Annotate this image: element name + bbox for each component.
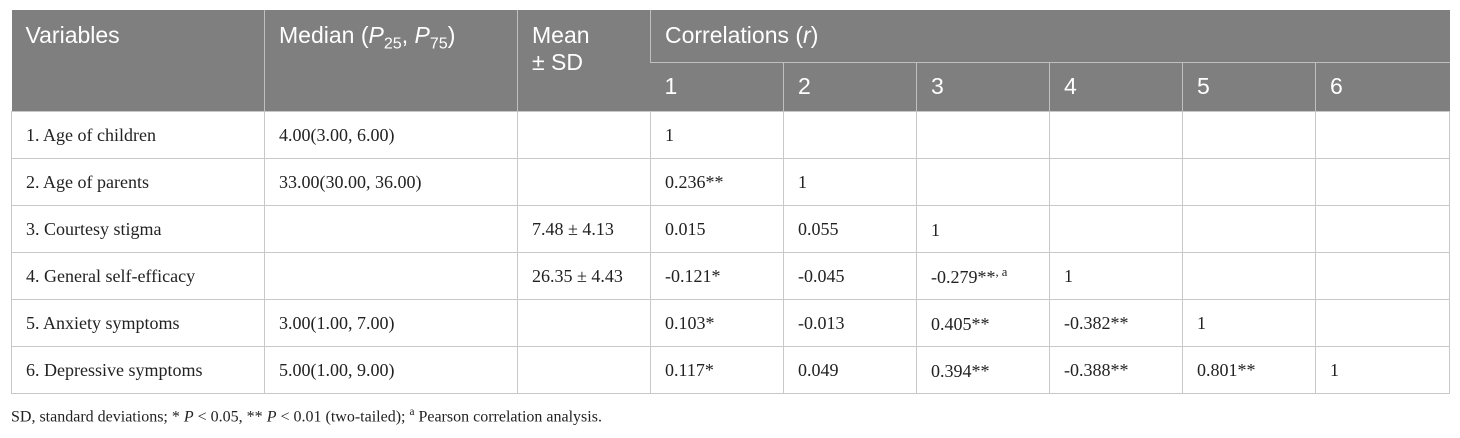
correlation-table: Variables Median (P25, P75) Mean ± SD Cor… (11, 10, 1451, 394)
cell-corr-3: -0.279**, a (916, 252, 1050, 300)
cell-corr-6 (1314, 205, 1451, 253)
cell-corr-5: 1 (1182, 299, 1316, 347)
table-footnote: SD, standard deviations; * P < 0.05, ** … (11, 406, 602, 426)
cell-corr-3: 0.394** (916, 346, 1050, 394)
cell-corr-4: -0.388** (1049, 346, 1183, 394)
cell-corr-2: 1 (783, 158, 917, 206)
cell-corr-6: 1 (1314, 346, 1451, 394)
header-col-1: 1 (650, 62, 784, 112)
cell-corr-2 (783, 111, 917, 159)
cell-mean (517, 111, 651, 159)
cell-median (264, 205, 518, 253)
table-row: 5. Anxiety symptoms 3.00(1.00, 7.00) 0.1… (11, 299, 1451, 347)
cell-corr-6 (1314, 252, 1451, 300)
cell-mean: 7.48 ± 4.13 (517, 205, 651, 253)
cell-variable: 4. General self-efficacy (11, 252, 265, 300)
cell-corr-1: 0.015 (650, 205, 784, 253)
cell-corr-1: 0.236** (650, 158, 784, 206)
cell-mean (517, 158, 651, 206)
cell-corr-5 (1182, 158, 1316, 206)
cell-median (264, 252, 518, 300)
cell-corr-1: 1 (650, 111, 784, 159)
cell-variable: 2. Age of parents (11, 158, 265, 206)
cell-corr-4: 1 (1049, 252, 1183, 300)
header-row-1: Variables Median (P25, P75) Mean ± SD Cor… (11, 10, 1450, 112)
cell-corr-4 (1049, 205, 1183, 253)
cell-corr-1: 0.103* (650, 299, 784, 347)
header-col-4: 4 (1049, 62, 1183, 112)
header-variables: Variables (11, 10, 265, 112)
cell-corr-6 (1314, 111, 1451, 159)
header-median: Median (P25, P75) (264, 10, 518, 112)
header-col-5: 5 (1182, 62, 1316, 112)
header-col-2: 2 (783, 62, 917, 112)
cell-corr-3: 1 (916, 205, 1050, 253)
cell-median: 33.00(30.00, 36.00) (264, 158, 518, 206)
cell-corr-2: 0.049 (783, 346, 917, 394)
cell-corr-2: -0.045 (783, 252, 917, 300)
table-container: Variables Median (P25, P75) Mean ± SD Cor… (11, 10, 1451, 394)
cell-variable: 1. Age of children (11, 111, 265, 159)
cell-corr-1: -0.121* (650, 252, 784, 300)
cell-variable: 5. Anxiety symptoms (11, 299, 265, 347)
cell-corr-6 (1314, 158, 1451, 206)
cell-corr-5: 0.801** (1182, 346, 1316, 394)
cell-mean: 26.35 ± 4.43 (517, 252, 651, 300)
header-col-3: 3 (916, 62, 1050, 112)
header-mean-sd: Mean ± SD (517, 10, 651, 112)
table-row: 4. General self-efficacy 26.35 ± 4.43 -0… (11, 252, 1451, 300)
header-col-6: 6 (1314, 62, 1450, 112)
header-row-2: 1 2 3 4 5 6 (12, 62, 1450, 112)
table-row: 1. Age of children 4.00(3.00, 6.00) 1 (11, 111, 1451, 159)
cell-corr-3 (916, 111, 1050, 159)
table-row: 2. Age of parents 33.00(30.00, 36.00) 0.… (11, 158, 1451, 206)
cell-corr-5 (1182, 111, 1316, 159)
cell-corr-5 (1182, 252, 1316, 300)
cell-corr-4 (1049, 111, 1183, 159)
cell-median: 4.00(3.00, 6.00) (264, 111, 518, 159)
cell-variable: 3. Courtesy stigma (11, 205, 265, 253)
cell-mean (517, 299, 651, 347)
cell-corr-3: 0.405** (916, 299, 1050, 347)
cell-corr-3 (916, 158, 1050, 206)
header-correlations: Correlations (r) (649, 10, 1450, 63)
cell-corr-5 (1182, 205, 1316, 253)
table-row: 3. Courtesy stigma 7.48 ± 4.13 0.015 0.0… (11, 205, 1451, 253)
cell-corr-6 (1314, 299, 1451, 347)
table-row: 6. Depressive symptoms 5.00(1.00, 9.00) … (11, 346, 1451, 394)
cell-corr-4 (1049, 158, 1183, 206)
cell-median: 3.00(1.00, 7.00) (264, 299, 518, 347)
cell-mean (517, 346, 651, 394)
cell-corr-1: 0.117* (650, 346, 784, 394)
cell-corr-2: 0.055 (783, 205, 917, 253)
cell-corr-2: -0.013 (783, 299, 917, 347)
cell-variable: 6. Depressive symptoms (11, 346, 265, 394)
cell-median: 5.00(1.00, 9.00) (264, 346, 518, 394)
cell-corr-4: -0.382** (1049, 299, 1183, 347)
